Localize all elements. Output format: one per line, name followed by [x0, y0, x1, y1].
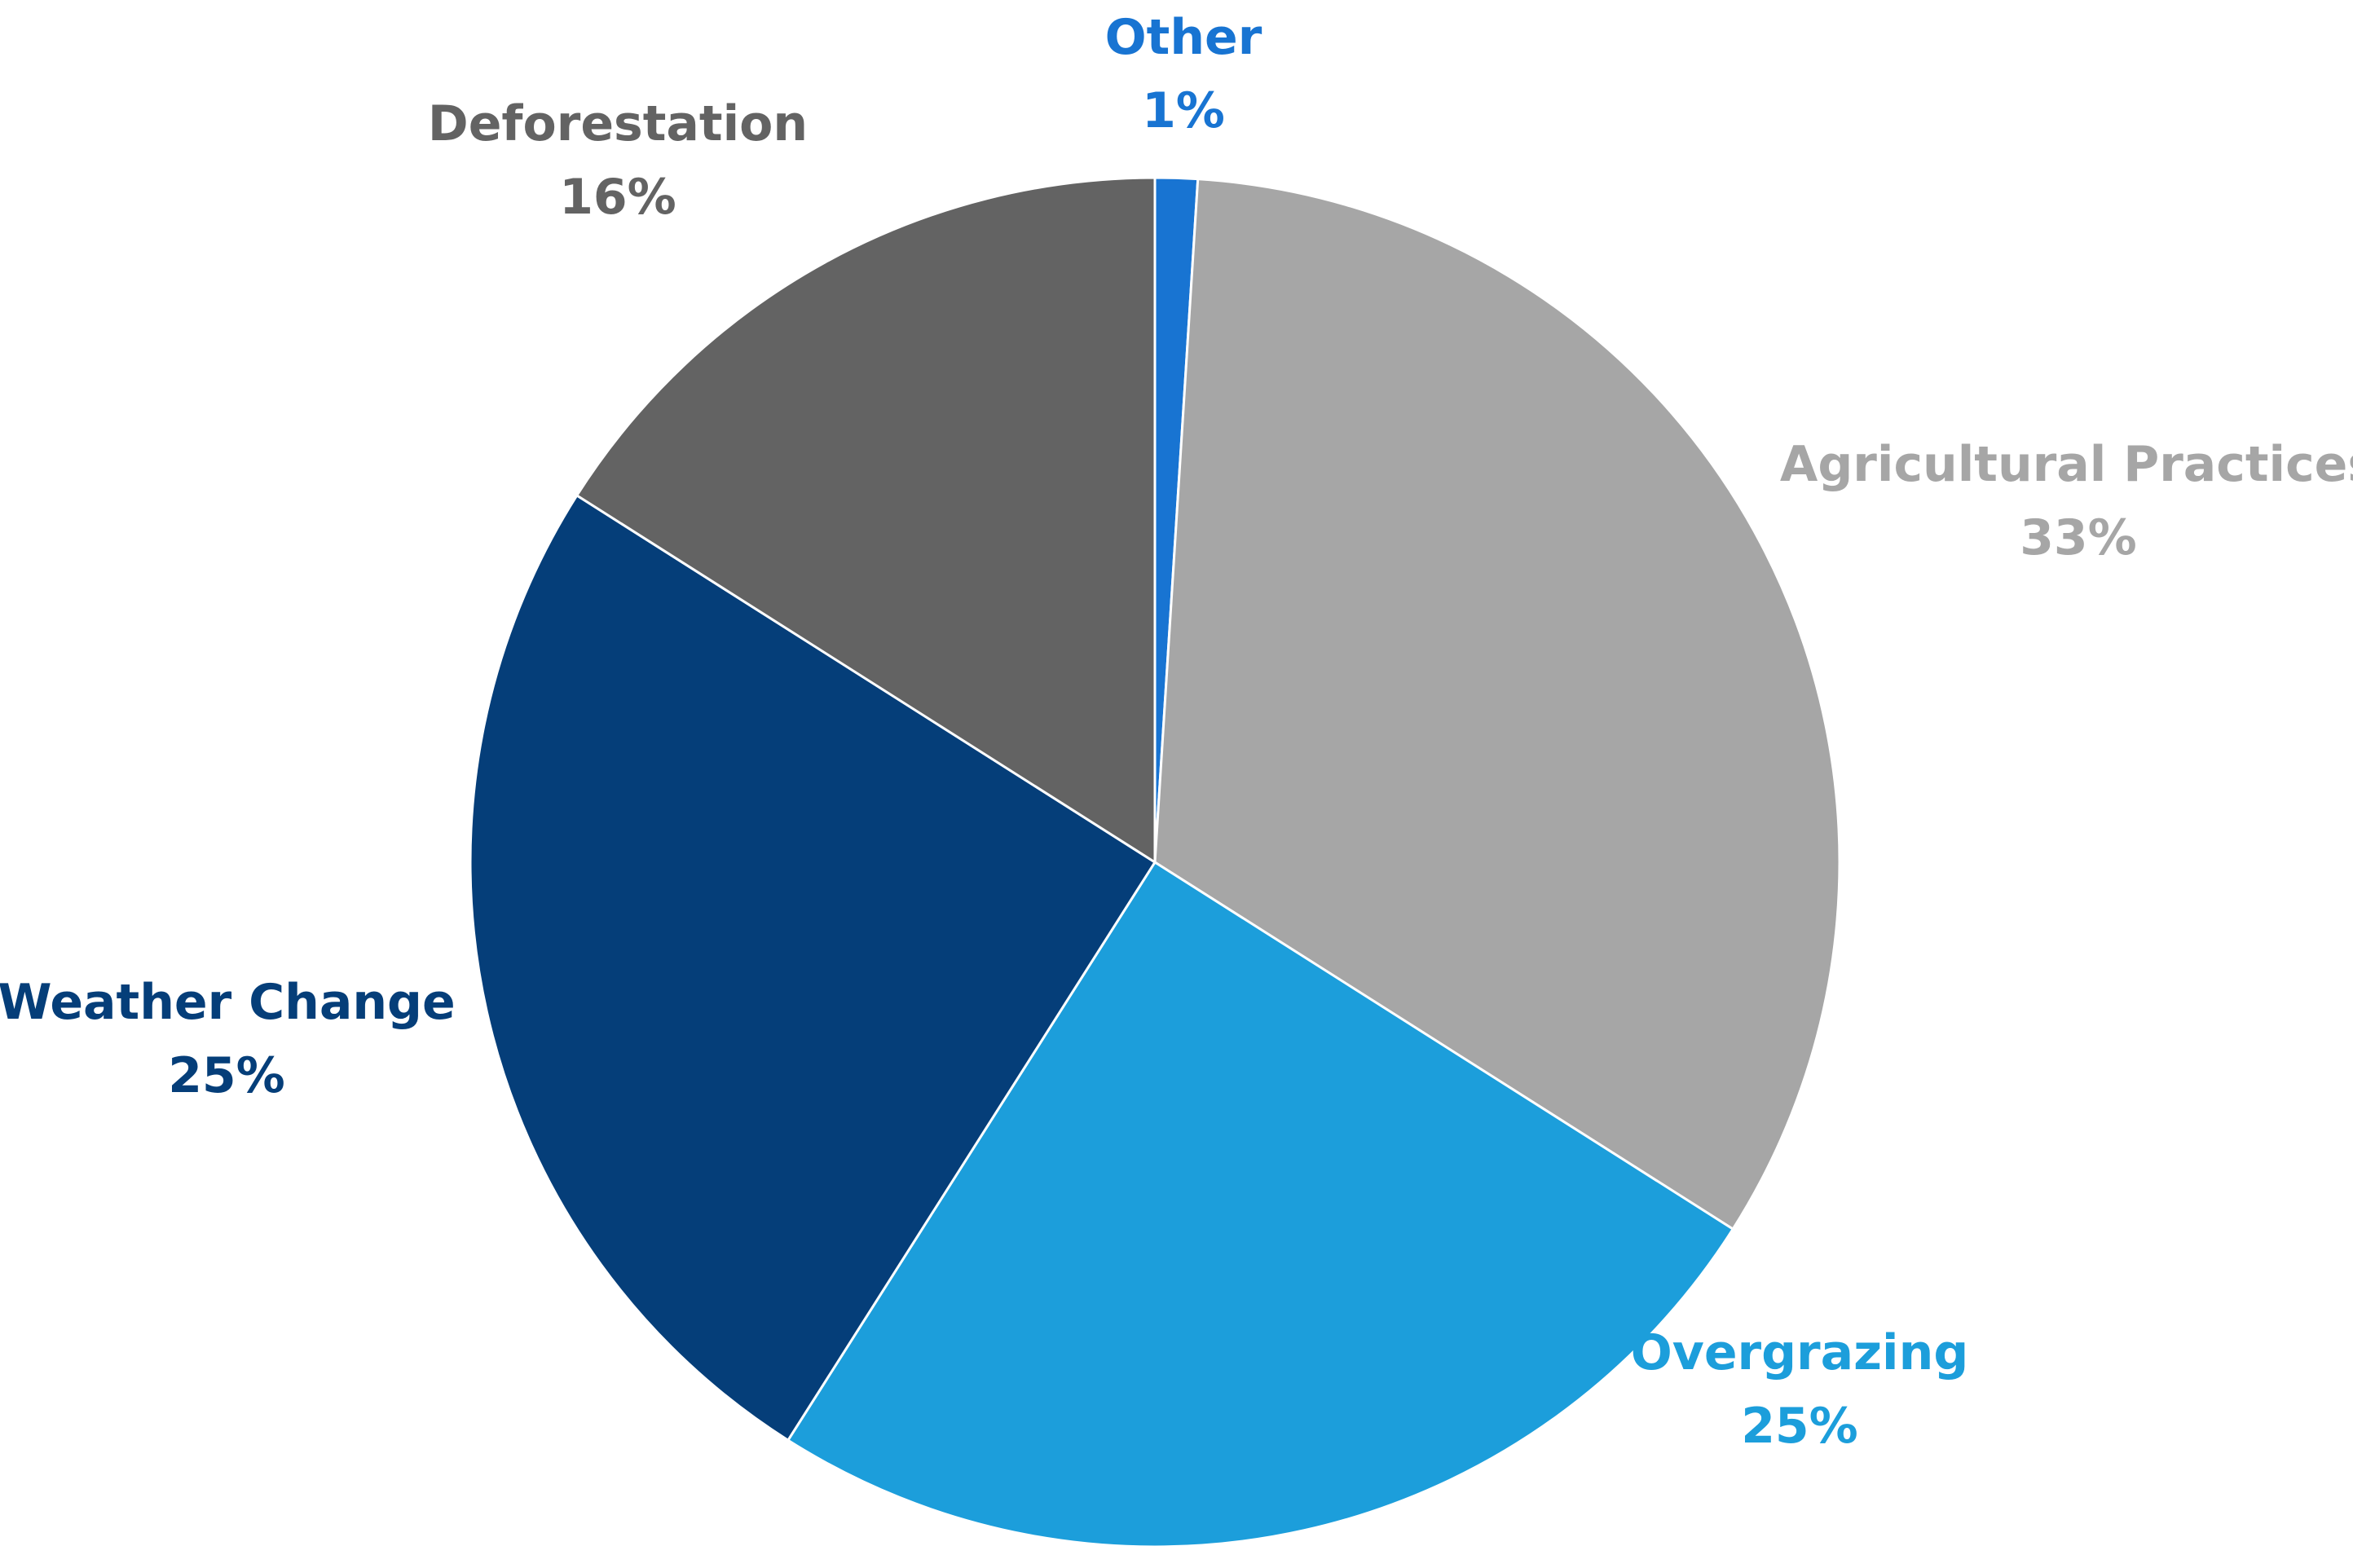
data-label-name: Other	[1105, 9, 1262, 66]
data-label-name: Weather Change	[0, 974, 456, 1031]
data-label-value: 16%	[559, 169, 676, 226]
data-label-agricultural-practices: Agricultural Practices 33%	[1780, 436, 2353, 566]
pie-slice-overgrazing	[786, 860, 1735, 1548]
data-label-name: Deforestation	[428, 95, 808, 152]
pie-slice-deforestation	[575, 176, 1157, 865]
data-label-name: Agricultural Practices	[1780, 436, 2353, 493]
data-label-overgrazing: Overgrazing 25%	[1631, 1324, 1969, 1455]
data-label-value: 25%	[1741, 1398, 1858, 1455]
pie-slices	[469, 176, 1841, 1548]
pie-data-labels: Other 1% Agricultural Practices 33% Overgraz…	[0, 9, 2353, 1455]
data-label-value: 1%	[1142, 82, 1225, 139]
data-label-value: 33%	[2020, 509, 2137, 566]
data-label-other: Other 1%	[1105, 9, 1262, 139]
pie-slice-agricultural-practices	[1153, 178, 1841, 1231]
data-label-deforestation: Deforestation 16%	[428, 95, 808, 226]
data-label-name: Overgrazing	[1631, 1324, 1969, 1381]
data-label-weather-change: Weather Change 25%	[0, 974, 456, 1104]
pie-slice-weather-change	[469, 493, 1157, 1442]
data-label-value: 25%	[168, 1047, 285, 1104]
